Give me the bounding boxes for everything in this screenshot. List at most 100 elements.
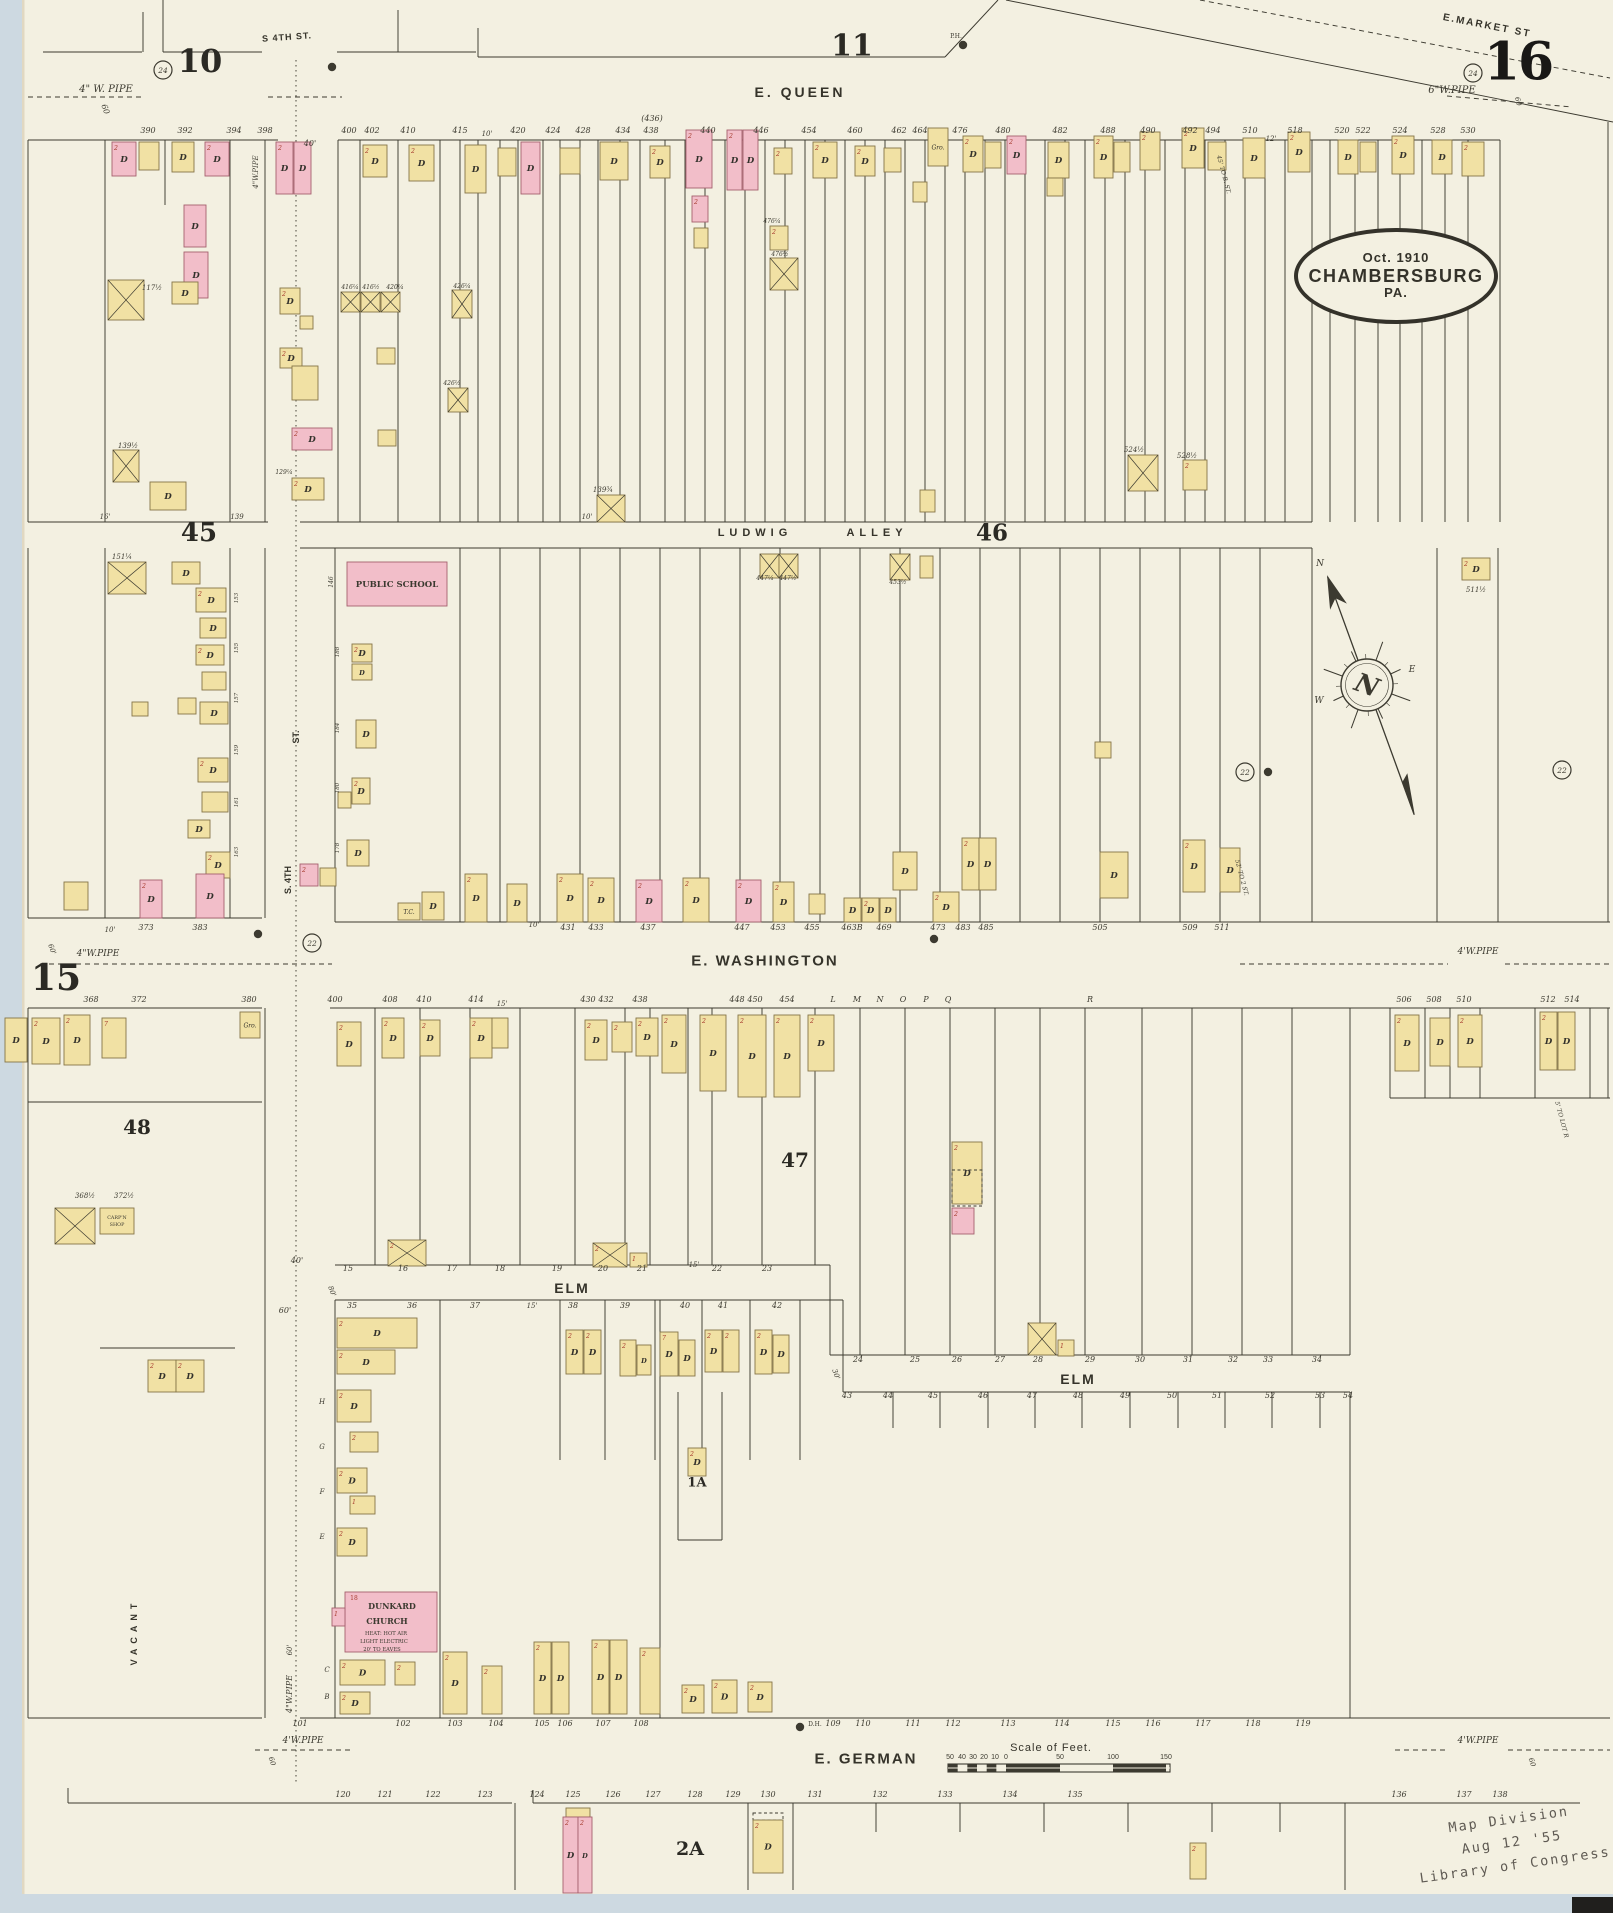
building-storey-number: 2 — [364, 148, 369, 155]
house-number: 102 — [395, 1719, 410, 1728]
house-number: 450 — [746, 995, 762, 1004]
building — [337, 791, 352, 809]
house-number: 134 — [1002, 1790, 1017, 1799]
house-number: 424 — [544, 126, 560, 135]
building-storey-number: 2 — [383, 1021, 388, 1028]
block-number-15: 15 — [30, 957, 82, 999]
building-use-label: D — [1398, 151, 1407, 161]
building-use-label: D — [816, 1039, 825, 1049]
house-number: 505 — [1092, 923, 1107, 932]
building-use-label: D — [1099, 153, 1108, 163]
building-storey-number: 2 — [749, 1685, 754, 1692]
building — [336, 1527, 368, 1557]
house-number: 400 — [340, 126, 356, 135]
building-storey-number: 2 — [341, 1695, 346, 1702]
map-annotation: LIGHT ELECTRIC — [360, 1639, 408, 1645]
map-annotation: G — [319, 1443, 325, 1451]
map-annotation: 368½ — [75, 1192, 95, 1200]
house-number: 108 — [633, 1719, 648, 1728]
building-storey-number: 2 — [277, 145, 282, 152]
building-storey-number: 2 — [775, 1018, 780, 1025]
building-storey-number: 2 — [637, 883, 642, 890]
building-storey-number: 2 — [410, 148, 415, 155]
building-use-label: D — [361, 730, 370, 740]
building-use-label: D — [763, 1843, 772, 1853]
building — [1181, 127, 1205, 169]
block-number-2A: 2A — [676, 1838, 704, 1860]
building-use-label: D — [720, 1693, 729, 1703]
house-number: 126 — [605, 1790, 620, 1799]
building-storey-number: 2 — [1183, 131, 1188, 138]
building-use-label: D — [372, 1329, 381, 1339]
map-annotation: D.H. — [808, 1721, 822, 1728]
house-number: 476 — [951, 126, 967, 135]
house-number: 408 — [381, 995, 397, 1004]
building — [291, 427, 333, 451]
house-number: 19 — [552, 1264, 562, 1273]
building-storey-number: 2 — [774, 885, 779, 892]
map-annotation: CHURCH — [366, 1616, 408, 1626]
building-use-label: D — [642, 1033, 651, 1043]
map-annotation: 157 — [234, 692, 240, 703]
building-storey-number: 2 — [338, 1471, 343, 1478]
building — [879, 897, 897, 923]
scale-tick: 0 — [1004, 1754, 1008, 1761]
building-storey-number: 2 — [701, 1018, 706, 1025]
building-storey-number: 2 — [641, 1651, 646, 1658]
map-annotation: B — [323, 1693, 329, 1701]
scale-tick: 40 — [958, 1754, 966, 1761]
map-annotation: 447¼ — [755, 575, 773, 582]
house-number: 464 — [911, 126, 927, 135]
building-use-label: D — [614, 1673, 623, 1683]
building-storey-number: 2 — [483, 1669, 488, 1676]
building-storey-number: 2 — [713, 1683, 718, 1690]
building — [99, 1207, 135, 1235]
house-number: 410 — [415, 995, 431, 1004]
building — [754, 1329, 773, 1375]
sheet-reference-number: 22 — [306, 939, 317, 948]
map-annotation: 4'W.PIPE — [282, 1736, 324, 1746]
building-storey-number: 2 — [585, 1333, 590, 1340]
building-storey-number: 2 — [149, 1363, 154, 1370]
sheet-reference-number: 24 — [157, 66, 168, 75]
building — [4, 1017, 28, 1063]
building — [442, 1651, 468, 1715]
building-use-label: D — [640, 1357, 647, 1365]
house-number: 420 — [509, 126, 525, 135]
building-storey-number: 2 — [856, 149, 861, 156]
date-stamp-state: PA. — [1384, 285, 1408, 301]
building-storey-number: 2 — [207, 855, 212, 862]
building — [583, 1329, 602, 1375]
building — [171, 281, 199, 305]
map-annotation: 6"W.PIPE — [1428, 85, 1476, 96]
building — [565, 1807, 591, 1818]
hydrant-dot — [795, 1722, 805, 1732]
building-use-label: D — [146, 895, 155, 905]
house-number: 35 — [347, 1301, 357, 1310]
building-storey-number: 2 — [141, 883, 146, 890]
building-storey-number: 2 — [814, 145, 819, 152]
building-storey-number: 2 — [558, 877, 563, 884]
building — [139, 879, 163, 919]
map-annotation: 80' — [326, 1285, 337, 1298]
building — [951, 1207, 975, 1235]
map-annotation: H — [318, 1398, 326, 1406]
building — [291, 365, 319, 401]
house-number: 32 — [1228, 1355, 1238, 1364]
building-use-label: D — [205, 651, 214, 661]
house-number: 131 — [807, 1790, 822, 1799]
building — [659, 1331, 679, 1377]
building-storey-number: 2 — [466, 877, 471, 884]
house-number: 453 — [769, 923, 785, 932]
building — [1094, 741, 1112, 759]
map-annotation: 184 — [335, 722, 341, 733]
building — [419, 1019, 441, 1057]
street-label-s-4th-mid: ST. — [291, 730, 301, 744]
building-use-label: Gro. — [243, 1023, 256, 1030]
house-number: 27 — [994, 1355, 1006, 1364]
building — [421, 891, 445, 921]
house-number: 115 — [1105, 1719, 1120, 1728]
building — [195, 587, 227, 613]
map-annotation: 60 — [1527, 1757, 1538, 1769]
building-use-label: D — [682, 1354, 691, 1364]
